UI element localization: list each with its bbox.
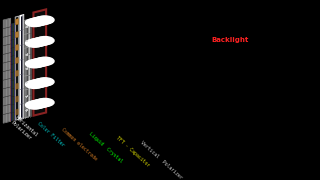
Polygon shape	[13, 31, 14, 40]
Polygon shape	[11, 32, 12, 40]
Text: Color Filter: Color Filter	[37, 121, 66, 148]
Circle shape	[28, 18, 45, 26]
Polygon shape	[11, 24, 12, 32]
Polygon shape	[3, 18, 11, 123]
Text: Backlight: Backlight	[212, 37, 249, 43]
Circle shape	[36, 98, 54, 106]
Polygon shape	[12, 72, 13, 80]
Polygon shape	[12, 113, 13, 121]
Polygon shape	[12, 64, 13, 72]
Polygon shape	[12, 96, 13, 105]
Circle shape	[28, 39, 45, 47]
Circle shape	[26, 80, 44, 88]
Polygon shape	[12, 31, 13, 40]
Text: Common electrode: Common electrode	[61, 127, 98, 161]
Polygon shape	[13, 112, 14, 121]
Polygon shape	[13, 56, 14, 64]
Circle shape	[32, 17, 50, 25]
Polygon shape	[16, 83, 19, 89]
Circle shape	[34, 37, 52, 45]
Circle shape	[36, 37, 54, 45]
Polygon shape	[12, 40, 13, 48]
Polygon shape	[29, 23, 32, 117]
Circle shape	[26, 19, 44, 27]
Polygon shape	[11, 80, 12, 89]
Circle shape	[34, 58, 52, 66]
Polygon shape	[16, 96, 19, 102]
Polygon shape	[16, 70, 19, 76]
Text: Horizontal
Polarizer: Horizontal Polarizer	[10, 115, 38, 143]
Polygon shape	[11, 113, 12, 121]
Polygon shape	[13, 104, 14, 112]
Circle shape	[28, 80, 45, 88]
Circle shape	[32, 79, 50, 87]
Polygon shape	[16, 44, 19, 51]
Polygon shape	[11, 72, 12, 81]
Polygon shape	[12, 80, 13, 88]
Polygon shape	[13, 88, 14, 96]
Polygon shape	[12, 88, 13, 96]
Circle shape	[32, 100, 50, 107]
Circle shape	[28, 100, 45, 109]
Polygon shape	[20, 15, 23, 119]
Polygon shape	[13, 64, 14, 72]
Polygon shape	[16, 19, 19, 25]
Circle shape	[30, 59, 48, 67]
Circle shape	[36, 57, 54, 65]
Text: Vertical  Polarizer: Vertical Polarizer	[139, 140, 183, 180]
Circle shape	[26, 101, 44, 109]
Polygon shape	[16, 109, 19, 115]
Circle shape	[34, 16, 52, 24]
Polygon shape	[33, 9, 46, 116]
Polygon shape	[12, 105, 13, 113]
Circle shape	[32, 58, 50, 66]
Circle shape	[34, 99, 52, 107]
Polygon shape	[13, 48, 14, 56]
Polygon shape	[16, 31, 19, 38]
Circle shape	[36, 78, 54, 86]
Circle shape	[30, 38, 48, 46]
Circle shape	[30, 79, 48, 87]
Polygon shape	[13, 80, 14, 88]
Polygon shape	[15, 16, 19, 120]
Circle shape	[30, 100, 48, 108]
Polygon shape	[11, 56, 12, 64]
Polygon shape	[11, 40, 12, 48]
Polygon shape	[12, 23, 13, 32]
Polygon shape	[25, 20, 28, 118]
Polygon shape	[11, 89, 12, 97]
Circle shape	[36, 16, 54, 24]
Polygon shape	[11, 105, 12, 113]
Polygon shape	[12, 48, 13, 56]
Text: TFT - Capacitor: TFT - Capacitor	[115, 135, 151, 168]
Polygon shape	[13, 72, 14, 80]
Circle shape	[26, 39, 44, 47]
Polygon shape	[13, 39, 14, 48]
Text: Liquid  Crystal: Liquid Crystal	[88, 131, 124, 164]
Circle shape	[32, 38, 50, 46]
Circle shape	[28, 59, 45, 67]
Polygon shape	[13, 23, 14, 31]
Circle shape	[26, 60, 44, 68]
Polygon shape	[11, 97, 12, 105]
Polygon shape	[16, 57, 19, 64]
Circle shape	[34, 78, 52, 86]
Polygon shape	[11, 64, 12, 73]
Polygon shape	[13, 96, 14, 104]
Polygon shape	[11, 48, 12, 56]
Circle shape	[30, 17, 48, 26]
Polygon shape	[12, 56, 13, 64]
